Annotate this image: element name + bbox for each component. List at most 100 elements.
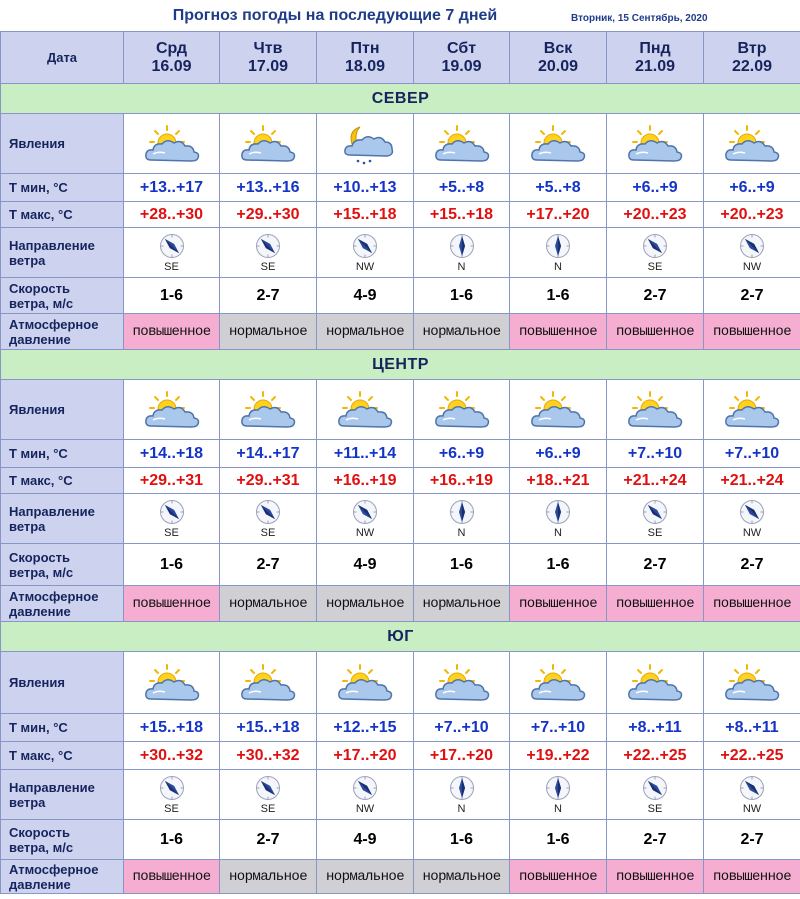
row-label: Т макс, °С bbox=[0, 741, 124, 770]
day-date: 20.09 bbox=[537, 57, 579, 75]
wind-direction-label: SE bbox=[260, 260, 276, 273]
wind-speed-cell: 1-6 bbox=[509, 277, 607, 314]
row-label: Направление ветра bbox=[0, 227, 124, 278]
row-label: Т макс, °С bbox=[0, 201, 124, 228]
wind-speed-cell: 1-6 bbox=[413, 277, 510, 314]
wind-direction-cell: SE bbox=[219, 769, 317, 820]
wind-direction-icon bbox=[353, 233, 377, 258]
wind-speed-cell: 2-7 bbox=[219, 277, 317, 314]
wind-direction-label: SE bbox=[647, 802, 663, 815]
wind-speed-row: Скорость ветра, м/с 1-6 2-7 4-9 1-6 1-6 2-7 2-7 bbox=[0, 819, 800, 860]
wind-direction-icon bbox=[643, 233, 667, 258]
partly-cloudy-icon bbox=[531, 124, 586, 162]
header-row: Дата Срд 16.09 Чтв 17.09 Птн 18.09 Сбт 19.09 Вск 2… bbox=[0, 31, 800, 84]
wind-direction-icon bbox=[449, 775, 474, 800]
wind-direction-row: Направление ветра SE SE NW N N SE NW bbox=[0, 227, 800, 278]
tmax-cell: +29..+31 bbox=[123, 467, 220, 494]
wind-direction-cell: N bbox=[509, 769, 607, 820]
tmin-cell: +12..+15 bbox=[316, 713, 414, 742]
row-label: Т макс, °С bbox=[0, 467, 124, 494]
wind-speed-cell: 4-9 bbox=[316, 543, 414, 586]
tmax-cell: +20..+23 bbox=[703, 201, 800, 228]
day-name: Пнд bbox=[639, 39, 671, 57]
weather-cell bbox=[219, 651, 317, 714]
wind-direction-cell: NW bbox=[703, 769, 800, 820]
day-name: Птн bbox=[350, 39, 380, 57]
tmin-cell: +8..+11 bbox=[606, 713, 704, 742]
weather-cell bbox=[219, 113, 317, 174]
tmax-cell: +15..+18 bbox=[413, 201, 510, 228]
night-cloud-rain-icon bbox=[344, 126, 394, 164]
weather-cell bbox=[413, 651, 510, 714]
tmin-cell: +15..+18 bbox=[219, 713, 317, 742]
wind-direction-label: NW bbox=[742, 260, 762, 273]
pressure-cell: повышенное bbox=[509, 859, 607, 894]
region-row: ЮГ bbox=[0, 621, 800, 652]
wind-speed-cell: 2-7 bbox=[219, 819, 317, 860]
wind-speed-cell: 1-6 bbox=[123, 543, 220, 586]
wind-direction-icon bbox=[740, 775, 764, 800]
day-name: Срд bbox=[155, 39, 188, 57]
wind-direction-cell: SE bbox=[219, 493, 317, 544]
wind-speed-cell: 4-9 bbox=[316, 819, 414, 860]
partly-cloudy-icon bbox=[434, 663, 489, 701]
row-label: Скорость ветра, м/с bbox=[0, 543, 124, 586]
weather-cell bbox=[123, 113, 220, 174]
wind-direction-icon bbox=[643, 499, 667, 524]
wind-direction-icon bbox=[159, 499, 184, 524]
wind-direction-cell: SE bbox=[123, 227, 220, 278]
tmax-row: Т макс, °С +30..+32 +30..+32 +17..+20 +17..+… bbox=[0, 741, 800, 770]
wind-direction-label: SE bbox=[260, 802, 276, 815]
wind-direction-label: SE bbox=[647, 526, 663, 539]
pressure-cell: повышенное bbox=[509, 585, 607, 622]
tmax-cell: +30..+32 bbox=[123, 741, 220, 770]
day-date: 18.09 bbox=[344, 57, 386, 75]
day-name: Втр bbox=[737, 39, 767, 57]
pressure-cell: повышенное bbox=[703, 859, 800, 894]
tmax-cell: +20..+23 bbox=[606, 201, 704, 228]
wind-direction-cell: NW bbox=[316, 493, 414, 544]
wind-direction-icon bbox=[740, 233, 764, 258]
wind-direction-cell: SE bbox=[123, 493, 220, 544]
tmin-cell: +13..+17 bbox=[123, 173, 220, 202]
row-label: Скорость ветра, м/с bbox=[0, 277, 124, 314]
wind-speed-row: Скорость ветра, м/с 1-6 2-7 4-9 1-6 1-6 2-7 2-7 bbox=[0, 277, 800, 314]
tmax-row: Т макс, °С +29..+31 +29..+31 +16..+19 +16..+… bbox=[0, 467, 800, 494]
wind-speed-cell: 2-7 bbox=[219, 543, 317, 586]
wind-direction-cell: N bbox=[509, 227, 607, 278]
wind-direction-row: Направление ветра SE SE NW N N SE NW bbox=[0, 769, 800, 820]
day-name: Чтв bbox=[253, 39, 283, 57]
tmin-row: Т мин, °С +14..+18 +14..+17 +11..+14 +6..+9 +… bbox=[0, 439, 800, 468]
row-label: Направление ветра bbox=[0, 493, 124, 544]
pressure-cell: повышенное bbox=[123, 585, 220, 622]
wind-direction-label: N bbox=[554, 526, 562, 539]
partly-cloudy-icon bbox=[434, 390, 489, 428]
page-title: Прогноз погоды на последующие 7 дней bbox=[172, 7, 498, 24]
wind-speed-row: Скорость ветра, м/с 1-6 2-7 4-9 1-6 1-6 2-7 2-7 bbox=[0, 543, 800, 586]
wind-direction-label: SE bbox=[164, 526, 179, 539]
tmin-cell: +14..+18 bbox=[123, 439, 220, 468]
day-header: Птн 18.09 bbox=[316, 31, 414, 84]
forecast-table: Дата Срд 16.09 Чтв 17.09 Птн 18.09 Сбт 19.09 Вск 2… bbox=[0, 31, 800, 894]
wind-speed-cell: 2-7 bbox=[703, 543, 800, 586]
tmax-cell: +17..+20 bbox=[413, 741, 510, 770]
day-name: Сбт bbox=[446, 39, 477, 57]
partly-cloudy-icon bbox=[725, 390, 780, 428]
tmax-cell: +15..+18 bbox=[316, 201, 414, 228]
wind-direction-cell: SE bbox=[123, 769, 220, 820]
pressure-cell: нормальное bbox=[413, 313, 510, 350]
wind-direction-cell: SE bbox=[219, 227, 317, 278]
weather-cell bbox=[413, 113, 510, 174]
weather-cell bbox=[316, 113, 414, 174]
tmax-cell: +30..+32 bbox=[219, 741, 317, 770]
pressure-row: Атмосферное давление повышенное нормальное н… bbox=[0, 859, 800, 894]
day-header: Сбт 19.09 bbox=[413, 31, 510, 84]
row-label: Явления bbox=[0, 113, 124, 174]
wind-direction-icon bbox=[643, 775, 667, 800]
region-row: ЦЕНТР bbox=[0, 349, 800, 380]
wind-direction-label: NW bbox=[355, 260, 375, 273]
wind-direction-label: NW bbox=[355, 802, 375, 815]
weather-cell bbox=[606, 113, 704, 174]
weather-cell bbox=[509, 113, 607, 174]
pressure-cell: нормальное bbox=[219, 313, 317, 350]
